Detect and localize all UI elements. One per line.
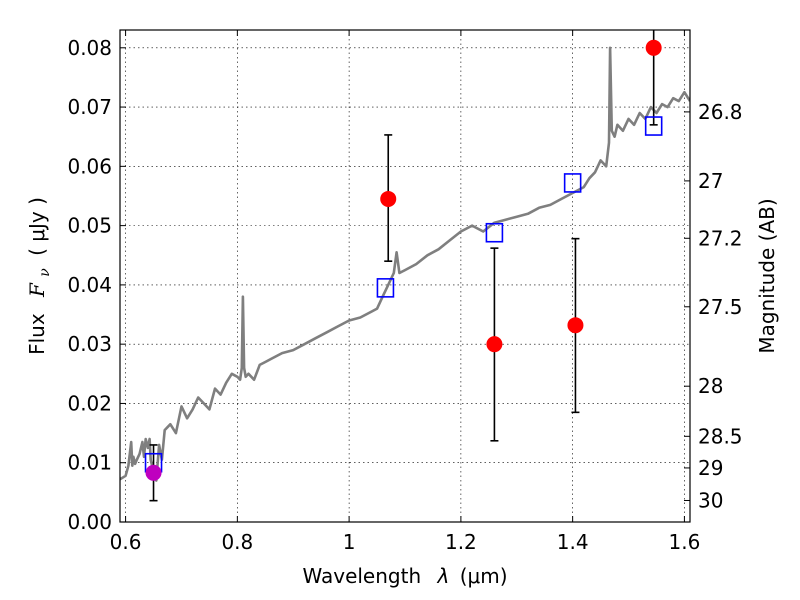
y-axis-title-subscript: ν: [37, 268, 53, 277]
x-tick-label: 1.6: [669, 530, 701, 554]
y-axis-title-symbol: F: [25, 282, 49, 298]
grid: [120, 30, 690, 523]
y-tick-labels: 0.00 0.01 0.02 0.03 0.04 0.05 0.06 0.07 0.08: [67, 36, 112, 534]
x-tick-label: 1.4: [557, 530, 589, 554]
y2-tick-label: 29: [698, 456, 723, 480]
x-tick-label: 0.8: [221, 530, 253, 554]
y2-tick-label: 28: [698, 374, 723, 398]
x-tick-labels: 0.6 0.8 1 1.2 1.4 1.6: [110, 530, 701, 554]
y2-tick-label: 27: [698, 169, 723, 193]
y2-tick-label: 28.5: [698, 424, 743, 448]
x-axis-title-prefix: Wavelength: [302, 564, 421, 588]
y-tick-label: 0.06: [67, 154, 112, 178]
x-axis-title-unit: (μm): [460, 564, 508, 588]
observed-point: [380, 190, 397, 207]
y-tick-label: 0.03: [67, 332, 112, 356]
x-tick-label: 1.2: [445, 530, 477, 554]
y-axis-title-unit: ( μJy ): [25, 197, 49, 256]
x-tick-label: 1: [343, 530, 356, 554]
y-tick-label: 0.05: [67, 214, 112, 238]
y2-axis-title: Magnitude (AB): [755, 198, 779, 353]
model-point-box: [485, 222, 504, 243]
x-axis-title-symbol: λ: [437, 564, 450, 588]
x-axis-title: Wavelength λ (μm): [302, 564, 507, 588]
model-photometry-markers: [144, 116, 663, 473]
y2-tick-label: 30: [698, 488, 723, 512]
y-axis-title: Flux F ν ( μJy ): [25, 197, 54, 355]
y-tick-label: 0.00: [67, 510, 112, 534]
y-tick-label: 0.02: [67, 391, 112, 415]
plot-frame: [119, 29, 691, 523]
y-tick-label: 0.08: [67, 36, 112, 60]
model-point-box: [563, 173, 582, 193]
observed-photometry-markers: [145, 39, 662, 481]
observed-point: [145, 464, 162, 481]
observed-point: [486, 336, 503, 353]
y-tick-label: 0.04: [67, 273, 112, 297]
y2-tick-label: 26.8: [698, 100, 743, 124]
y-tick-label: 0.01: [67, 451, 112, 475]
model-point-box: [644, 116, 663, 136]
y2-tick-label: 27.2: [698, 226, 743, 250]
x-tick-label: 0.6: [110, 530, 142, 554]
y-axis-title-prefix: Flux: [25, 313, 49, 355]
y-tick-label: 0.07: [67, 95, 112, 119]
y2-tick-labels: 26.8 27 27.2 27.5 28 28.5 29 30: [698, 100, 743, 513]
y2-tick-label: 27.5: [698, 295, 743, 319]
observed-point: [567, 317, 584, 334]
model-point-box: [376, 278, 395, 298]
observed-point: [645, 39, 662, 56]
ticks: [120, 30, 690, 523]
